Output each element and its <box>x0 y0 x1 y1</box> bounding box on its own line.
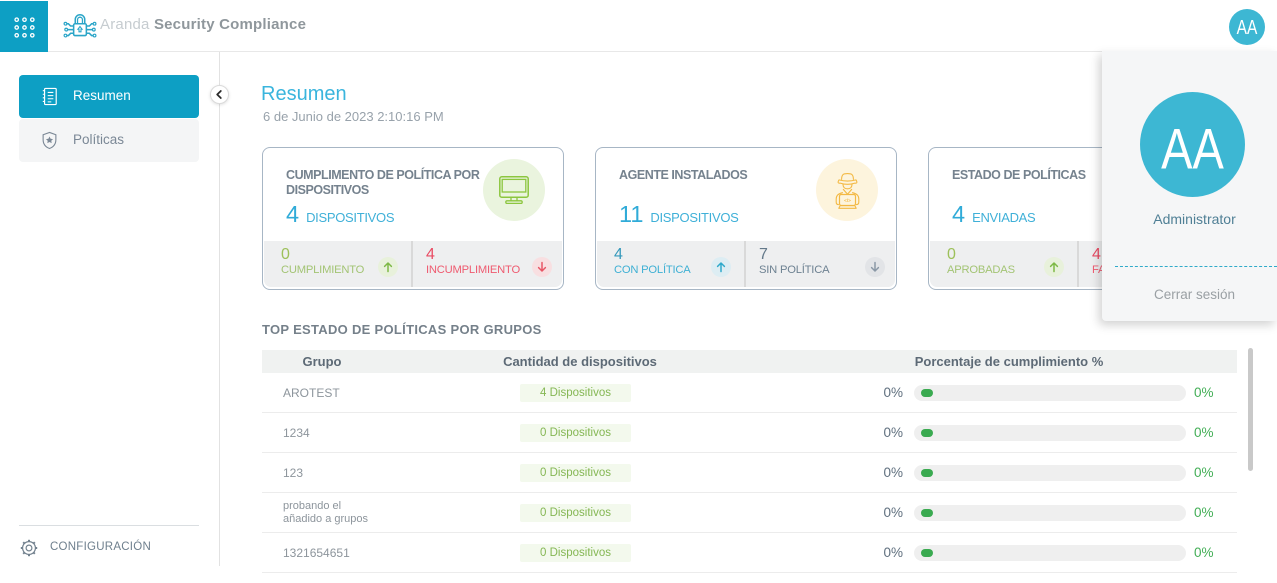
svg-text:</>: </> <box>844 198 851 203</box>
